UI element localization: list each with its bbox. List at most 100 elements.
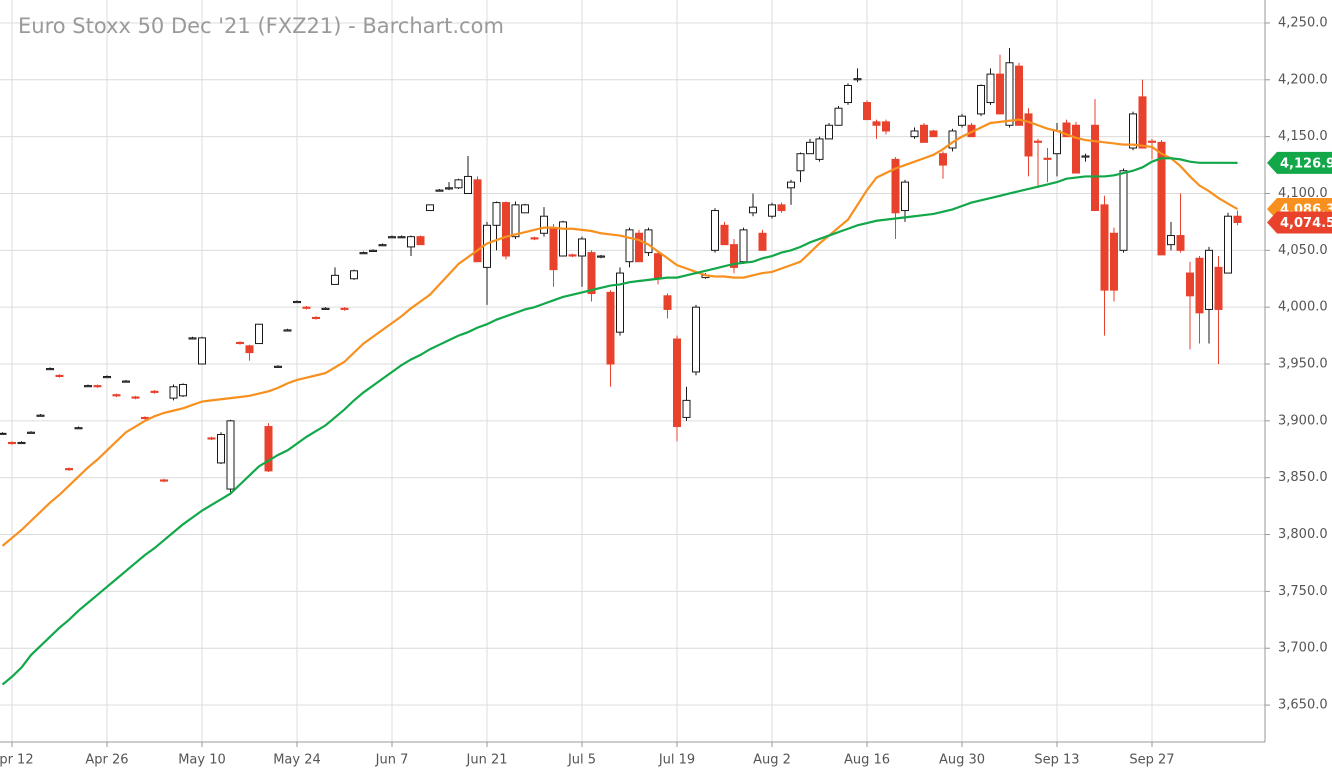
candle-body	[312, 316, 320, 320]
x-tick-label: Aug 16	[844, 753, 890, 768]
candle-body	[806, 141, 814, 155]
candle-body	[1119, 170, 1128, 251]
candle-body	[179, 383, 187, 397]
y-tick-label: 3,850.0	[1278, 470, 1328, 485]
candle-body	[749, 206, 757, 214]
candle-body	[739, 229, 748, 263]
candle-body	[958, 115, 966, 126]
y-tick-label: 4,100.0	[1278, 186, 1328, 201]
candle-body	[1167, 235, 1175, 246]
candle-body	[720, 224, 729, 246]
candle-body	[55, 374, 64, 378]
candle-body	[1024, 113, 1033, 157]
candle-body	[283, 329, 292, 332]
candle-body	[530, 237, 539, 240]
y-tick-label: 4,150.0	[1278, 129, 1328, 144]
candle-body	[815, 138, 824, 160]
candle-body	[27, 431, 35, 434]
candle-body	[150, 390, 159, 393]
candle-body	[369, 249, 377, 252]
candle-body	[492, 202, 501, 226]
candle-body	[1224, 215, 1232, 274]
candle-body	[796, 153, 805, 172]
candle-body	[882, 121, 890, 132]
candle-body	[977, 84, 985, 115]
candle-body	[711, 210, 719, 251]
candle-body	[1091, 124, 1099, 212]
moving-average-line	[1, 157, 1238, 686]
x-tick-label: Sep 27	[1129, 753, 1174, 768]
candle-body	[540, 215, 548, 234]
candle-body	[777, 204, 786, 212]
candle-body	[1214, 266, 1223, 310]
candle-body	[587, 252, 596, 295]
candle-body	[122, 380, 130, 383]
y-tick-label: 3,650.0	[1278, 698, 1328, 713]
candle-body	[663, 295, 672, 310]
candle-body	[654, 253, 662, 280]
candle-body	[511, 204, 520, 238]
candle-body	[426, 204, 434, 212]
candle-body	[274, 365, 282, 368]
candle-body	[939, 153, 947, 166]
candle-body	[321, 307, 330, 310]
candle-body	[1157, 141, 1166, 256]
candle-body	[0, 432, 7, 435]
candle-body	[1195, 257, 1204, 314]
candle-body	[597, 255, 605, 258]
candle-body	[17, 441, 26, 445]
candle-body	[160, 479, 168, 482]
candle-body	[578, 238, 586, 257]
candle-body	[559, 221, 567, 257]
candle-body	[36, 414, 45, 417]
candle-body	[844, 84, 852, 104]
x-tick-label: May 24	[273, 753, 321, 768]
candle-body	[350, 270, 358, 280]
x-tick-label: Apr 26	[85, 753, 128, 768]
candle-body	[112, 394, 121, 397]
candle-body	[84, 385, 92, 388]
x-tick-label: May 10	[178, 753, 226, 768]
candle-body	[549, 227, 558, 271]
x-tick-label: Sep 13	[1034, 753, 1079, 768]
candle-body	[1015, 65, 1023, 126]
candle-body	[673, 338, 681, 428]
candle-body	[435, 189, 444, 192]
candle-body	[692, 306, 700, 373]
candle-body	[169, 386, 178, 399]
candle-body	[863, 102, 871, 121]
candle-body	[1186, 272, 1194, 297]
candle-body	[74, 427, 83, 430]
candle-body	[730, 244, 738, 268]
x-tick-label: Jun 21	[466, 753, 508, 768]
candle-body	[388, 236, 396, 239]
candle-body	[606, 291, 615, 365]
candle-body	[853, 78, 862, 81]
last-value-badge-label: 4,126.9	[1280, 156, 1332, 171]
grid	[0, 0, 1265, 742]
candle-body	[1138, 96, 1147, 149]
candle-body	[920, 124, 928, 143]
candle-body	[1129, 113, 1137, 149]
candle-body	[207, 437, 216, 440]
y-tick-label: 3,750.0	[1278, 584, 1328, 599]
candle-body	[1062, 122, 1071, 138]
candle-body	[787, 181, 795, 189]
candle-body	[1034, 140, 1042, 143]
y-tick-label: 3,800.0	[1278, 527, 1328, 542]
candle-body	[644, 229, 653, 254]
x-tick-label: Jul 19	[658, 753, 695, 768]
candle-body	[948, 130, 957, 149]
candle-body	[293, 300, 301, 304]
candle-body	[93, 385, 102, 388]
candle-body	[8, 441, 16, 445]
candle-body	[445, 187, 453, 190]
y-tick-label: 4,000.0	[1278, 300, 1328, 315]
candle-body	[568, 254, 577, 257]
candle-body	[46, 368, 54, 371]
candle-body	[302, 306, 311, 309]
candle-body	[682, 399, 691, 418]
y-tick-label: 4,250.0	[1278, 15, 1328, 30]
candle-body	[635, 232, 643, 263]
candle-body	[521, 204, 529, 214]
